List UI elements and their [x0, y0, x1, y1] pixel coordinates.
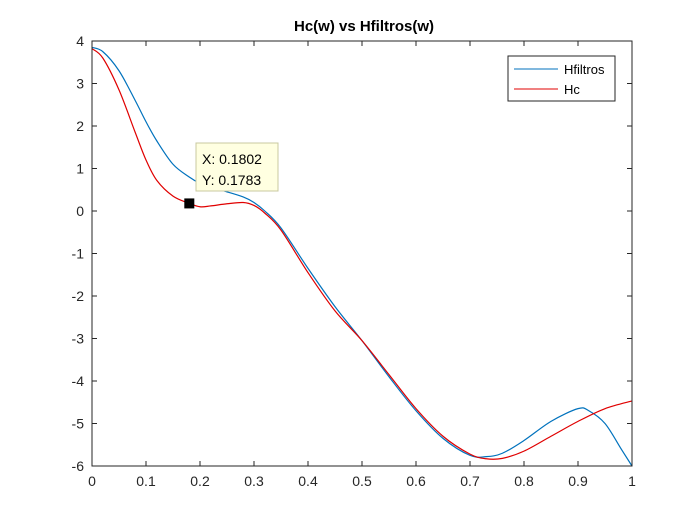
y-tick-label: -4	[72, 373, 85, 389]
y-tick-label: -6	[72, 458, 85, 474]
data-tip-marker[interactable]	[184, 198, 195, 209]
series-lines	[91, 46, 633, 467]
x-tick-label: 1	[628, 473, 636, 489]
series-line-hc	[91, 48, 633, 460]
y-tick-label: 4	[76, 33, 84, 49]
x-tick-label: 0.4	[298, 473, 318, 489]
data-tip-box	[195, 142, 279, 192]
plot-area	[92, 41, 632, 466]
y-tick-label: -3	[72, 331, 85, 347]
chart-title: Hc(w) vs Hfiltros(w)	[294, 18, 434, 35]
data-tip-y-label: Y: 0.1783	[202, 172, 261, 188]
y-tick-label: -2	[72, 288, 85, 304]
x-tick-label: 0.9	[568, 473, 588, 489]
legend-label-hc: Hc	[564, 82, 580, 97]
data-tip[interactable]: X: 0.1802 Y: 0.1783	[184, 142, 279, 209]
x-tick-label: 0.1	[136, 473, 156, 489]
legend[interactable]: Hfiltros Hc	[507, 55, 616, 102]
x-tick-label: 0.7	[460, 473, 480, 489]
tick-labels: 0 0.1 0.2 0.3 0.4 0.5 0.6 0.7 0.8 0.9 1 4 3 2 1 0 -1 -2 -3…	[72, 33, 637, 489]
data-tip-x-label: X: 0.1802	[202, 151, 262, 167]
y-tick-label: 2	[76, 118, 84, 134]
plot-frame	[91, 40, 633, 467]
legend-label-hfiltros: Hfiltros	[564, 62, 605, 77]
y-tick-label: -1	[72, 246, 85, 262]
x-tick-label: 0.2	[190, 473, 210, 489]
y-tick-label: 1	[76, 161, 84, 177]
legend-box	[507, 55, 616, 102]
series-line-hfiltros	[91, 46, 633, 467]
y-tick-label: -5	[72, 416, 85, 432]
y-tick-label: 3	[76, 76, 84, 92]
x-tick-label: 0.8	[514, 473, 534, 489]
x-tick-label: 0.6	[406, 473, 426, 489]
x-tick-label: 0	[88, 473, 96, 489]
x-tick-label: 0.5	[352, 473, 372, 489]
x-tick-label: 0.3	[244, 473, 264, 489]
y-tick-label: 0	[76, 203, 84, 219]
